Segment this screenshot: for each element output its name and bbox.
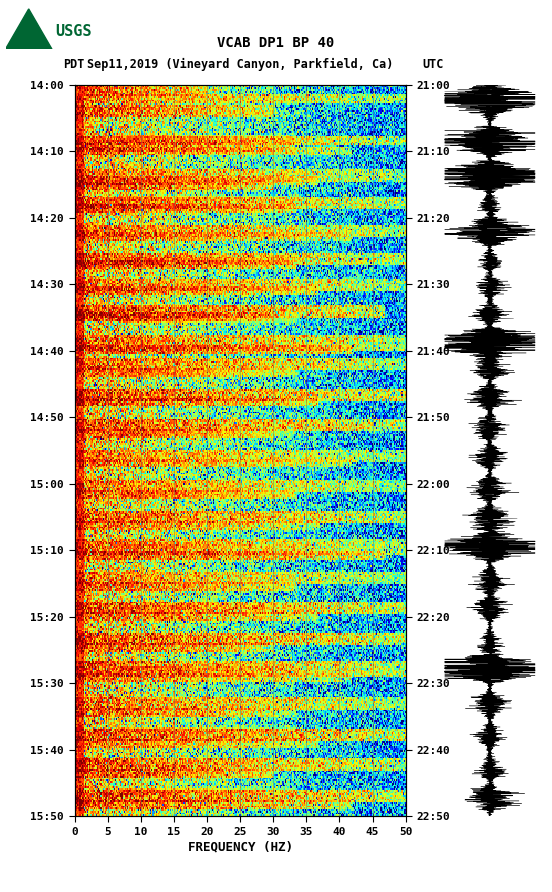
Text: PDT: PDT [63, 58, 85, 70]
Text: UTC: UTC [423, 58, 444, 70]
Text: USGS: USGS [55, 24, 92, 38]
Text: VCAB DP1 BP 40: VCAB DP1 BP 40 [217, 36, 335, 50]
Polygon shape [6, 9, 52, 49]
X-axis label: FREQUENCY (HZ): FREQUENCY (HZ) [188, 841, 293, 854]
Text: Sep11,2019 (Vineyard Canyon, Parkfield, Ca): Sep11,2019 (Vineyard Canyon, Parkfield, … [87, 58, 394, 70]
